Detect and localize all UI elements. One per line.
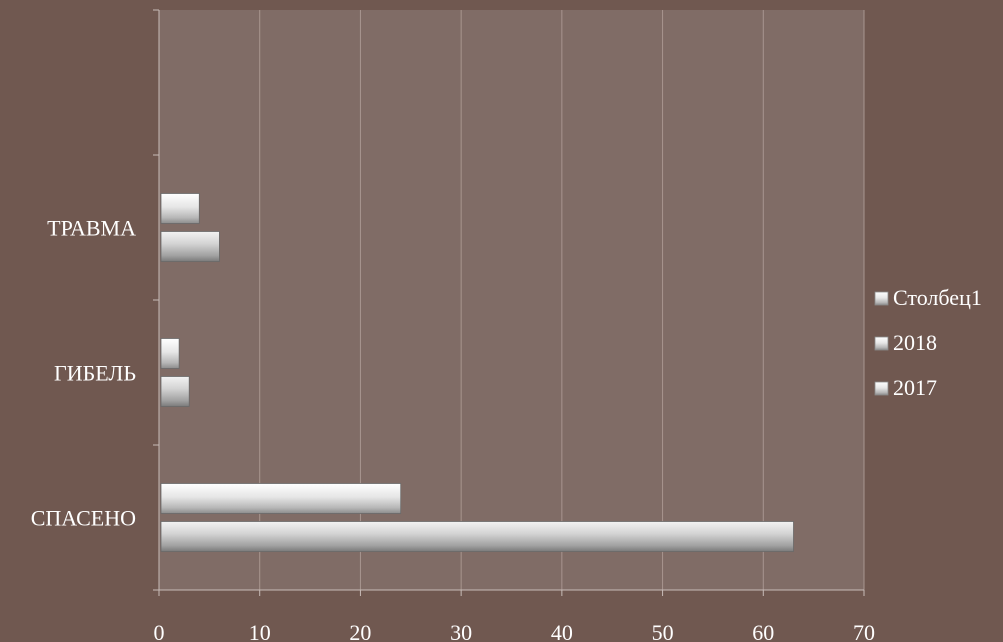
bar-2018 xyxy=(160,338,180,369)
bar-2017 xyxy=(160,376,190,407)
x-tick-label: 10 xyxy=(249,620,271,642)
legend-label: 2017 xyxy=(893,375,937,400)
x-tick-label: 20 xyxy=(349,620,371,642)
bar-2018 xyxy=(160,483,402,514)
x-tick-label: 60 xyxy=(752,620,774,642)
category-label: ГИБЕЛЬ xyxy=(54,361,136,386)
x-tick-label: 70 xyxy=(853,620,875,642)
x-tick-label: 30 xyxy=(450,620,472,642)
x-tick-label: 40 xyxy=(551,620,573,642)
category-labels: СПАСЕНО ГИБЕЛЬ ТРАВМА xyxy=(31,216,136,531)
legend-swatch xyxy=(874,291,889,306)
legend-swatch xyxy=(874,381,889,396)
bar-2017 xyxy=(160,521,794,552)
x-tick-label: 50 xyxy=(652,620,674,642)
legend-label: 2018 xyxy=(893,330,937,355)
x-tick-label: 0 xyxy=(154,620,165,642)
category-label: СПАСЕНО xyxy=(31,506,136,531)
axes xyxy=(153,9,865,596)
bar-2017 xyxy=(160,231,220,262)
category-label: ТРАВМА xyxy=(47,216,136,241)
gridlines xyxy=(259,10,865,590)
legend: Столбец1 2018 2017 xyxy=(874,285,982,400)
legend-label: Столбец1 xyxy=(893,285,982,310)
x-tick-labels: 0 10 20 30 40 50 60 70 xyxy=(154,620,876,642)
bars xyxy=(160,193,794,552)
bar-2018 xyxy=(160,193,200,224)
legend-swatch xyxy=(874,336,889,351)
